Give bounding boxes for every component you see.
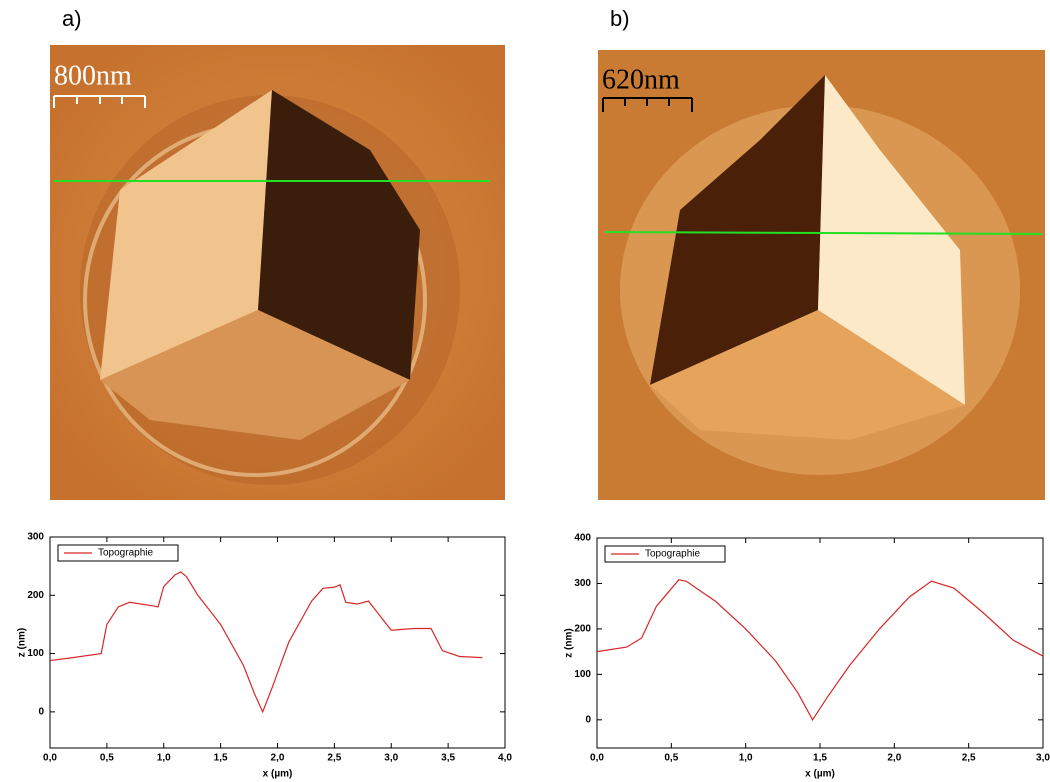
scale-bar-a: [53, 95, 146, 108]
x-tick-label: 2,0: [887, 753, 901, 764]
y-axis-label: z (nm): [564, 628, 575, 657]
scale-label: 620nm: [602, 64, 680, 95]
x-tick-label: 1,0: [157, 753, 171, 764]
y-tick-label: 100: [27, 648, 44, 659]
scale-label: 800nm: [54, 60, 132, 91]
legend-label: Topographie: [645, 549, 700, 560]
x-tick-label: 1,5: [214, 753, 228, 764]
x-axis-label: x (µm): [805, 769, 835, 780]
x-tick-label: 2,0: [271, 753, 285, 764]
y-tick-label: 0: [585, 714, 591, 725]
afm-image-a: [50, 45, 505, 500]
x-tick-label: 0,0: [43, 753, 57, 764]
x-axis-label: x (µm): [263, 769, 293, 780]
y-tick-label: 0: [38, 707, 44, 718]
y-tick-label: 200: [27, 590, 44, 601]
profile-line: [49, 571, 483, 714]
legend-box: [57, 544, 179, 562]
panel-label: b): [610, 6, 630, 31]
legend-label: Topographie: [98, 548, 153, 559]
y-tick-label: 300: [27, 532, 44, 543]
x-tick-label: 3,0: [384, 753, 398, 764]
y-tick-label: 200: [574, 624, 591, 635]
x-tick-label: 3,0: [1036, 753, 1050, 764]
panel-label: a): [62, 6, 82, 31]
y-tick-label: 300: [574, 578, 591, 589]
x-tick-label: 0,0: [590, 753, 604, 764]
plot-frame: [49, 536, 506, 749]
profile-line: [596, 579, 1044, 721]
x-tick-label: 4,0: [498, 753, 512, 764]
x-tick-label: 0,5: [100, 753, 114, 764]
x-tick-label: 2,5: [962, 753, 976, 764]
x-tick-label: 0,5: [664, 753, 678, 764]
y-tick-label: 100: [574, 669, 591, 680]
x-tick-label: 3,5: [441, 753, 455, 764]
y-tick-label: 400: [574, 533, 591, 544]
plot-frame: [596, 537, 1044, 749]
x-tick-label: 2,5: [327, 753, 341, 764]
scale-bar-b: [602, 97, 693, 112]
x-tick-label: 1,0: [739, 753, 753, 764]
y-axis-label: z (nm): [17, 628, 28, 657]
legend-box: [604, 545, 726, 563]
afm-image-b: [598, 50, 1045, 500]
x-tick-label: 1,5: [813, 753, 827, 764]
